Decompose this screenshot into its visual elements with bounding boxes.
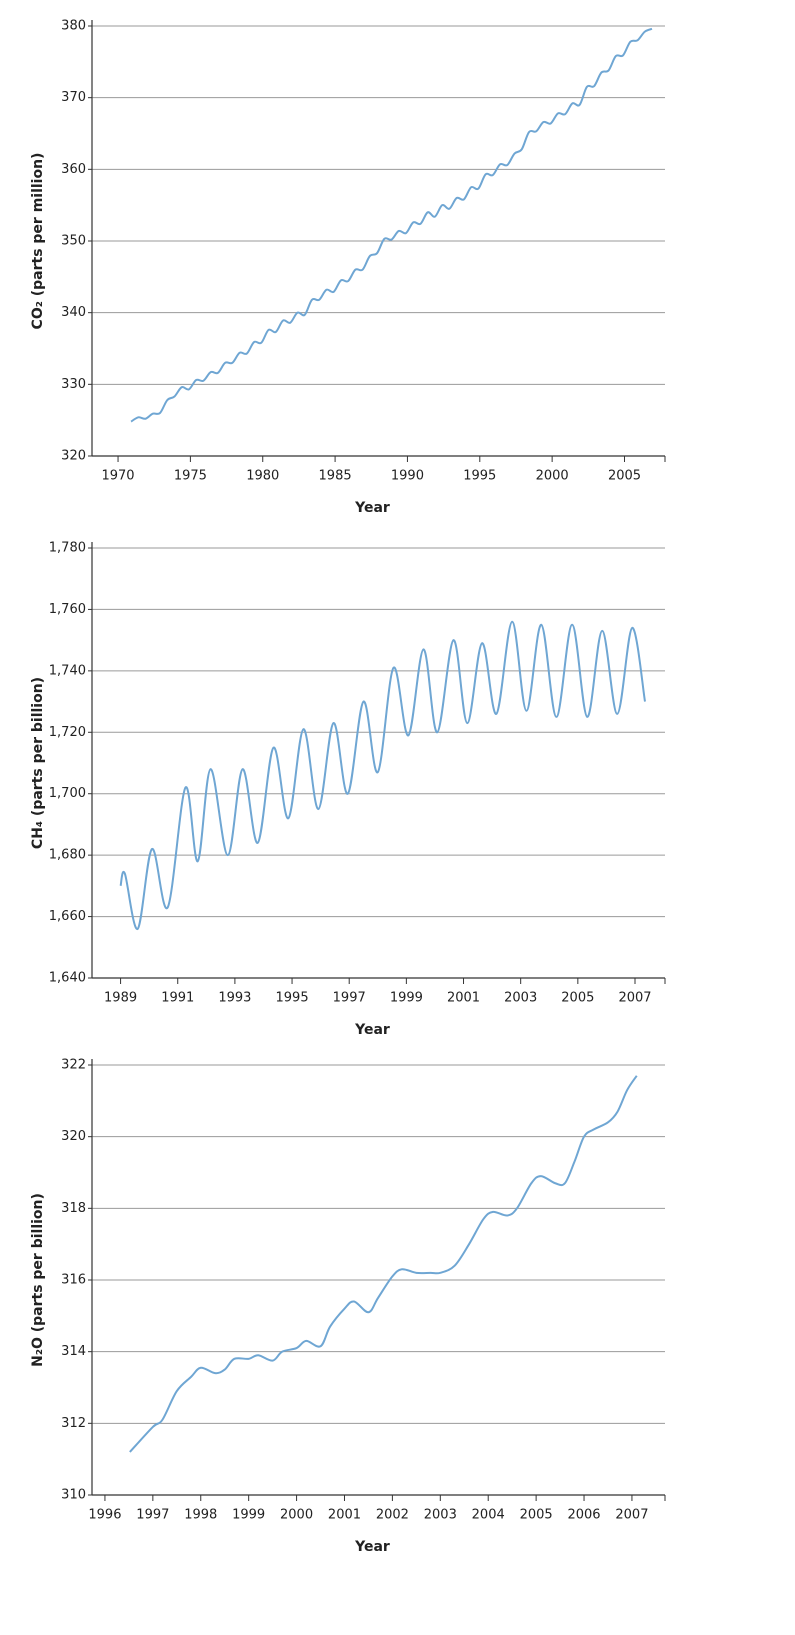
x-tick-label: 2005 bbox=[520, 1508, 553, 1523]
y-tick-label: 380 bbox=[61, 19, 86, 34]
x-tick-label: 1985 bbox=[319, 469, 352, 484]
y-tick-label: 320 bbox=[61, 1129, 86, 1144]
x-axis-label: Year bbox=[354, 500, 390, 516]
y-tick-label: 330 bbox=[61, 377, 86, 392]
y-tick-label: 1,640 bbox=[49, 971, 86, 986]
data-line bbox=[130, 27, 653, 423]
data-line bbox=[129, 1075, 638, 1453]
x-tick-label: 2004 bbox=[472, 1508, 505, 1523]
y-axis-label: CH₄ (parts per billion) bbox=[30, 677, 46, 849]
x-tick-label: 2001 bbox=[447, 991, 480, 1006]
y-tick-label: 1,780 bbox=[49, 541, 86, 556]
y-tick-label: 312 bbox=[61, 1416, 86, 1431]
y-tick-label: 322 bbox=[61, 1058, 86, 1073]
x-axis-label: Year bbox=[354, 1022, 390, 1038]
y-tick-label: 340 bbox=[61, 305, 86, 320]
x-tick-label: 1998 bbox=[184, 1508, 217, 1523]
x-tick-label: 1989 bbox=[104, 991, 137, 1006]
y-tick-label: 350 bbox=[61, 234, 86, 249]
x-tick-label: 2002 bbox=[376, 1508, 409, 1523]
x-tick-label: 1980 bbox=[246, 469, 279, 484]
y-axis-label: CO₂ (parts per million) bbox=[30, 153, 46, 330]
x-tick-label: 2005 bbox=[608, 469, 641, 484]
x-tick-label: 1991 bbox=[161, 991, 194, 1006]
x-tick-label: 1996 bbox=[88, 1508, 121, 1523]
x-tick-label: 2007 bbox=[618, 991, 651, 1006]
y-tick-label: 1,740 bbox=[49, 663, 86, 678]
x-tick-label: 2003 bbox=[424, 1508, 457, 1523]
y-tick-label: 370 bbox=[61, 90, 86, 105]
y-tick-label: 318 bbox=[61, 1201, 86, 1216]
y-tick-label: 1,700 bbox=[49, 786, 86, 801]
y-tick-label: 1,660 bbox=[49, 909, 86, 924]
x-tick-label: 1970 bbox=[101, 469, 134, 484]
x-axis-label: Year bbox=[354, 1539, 390, 1555]
x-tick-label: 2005 bbox=[561, 991, 594, 1006]
x-tick-label: 2007 bbox=[615, 1508, 648, 1523]
y-tick-label: 320 bbox=[61, 449, 86, 464]
x-tick-label: 2001 bbox=[328, 1508, 361, 1523]
x-tick-label: 2000 bbox=[536, 469, 569, 484]
x-tick-label: 1997 bbox=[136, 1508, 169, 1523]
x-tick-label: 1995 bbox=[276, 991, 309, 1006]
x-tick-label: 1997 bbox=[333, 991, 366, 1006]
x-tick-label: 1999 bbox=[390, 991, 423, 1006]
y-tick-label: 316 bbox=[61, 1273, 86, 1288]
x-tick-label: 1993 bbox=[218, 991, 251, 1006]
y-tick-label: 360 bbox=[61, 162, 86, 177]
x-tick-label: 2000 bbox=[280, 1508, 313, 1523]
y-tick-label: 310 bbox=[61, 1488, 86, 1503]
x-tick-label: 2006 bbox=[567, 1508, 600, 1523]
y-tick-label: 1,680 bbox=[49, 848, 86, 863]
x-tick-label: 1995 bbox=[463, 469, 496, 484]
y-axis-label: N₂O (parts per billion) bbox=[30, 1193, 46, 1367]
x-tick-label: 1999 bbox=[232, 1508, 265, 1523]
y-tick-label: 1,720 bbox=[49, 725, 86, 740]
y-tick-label: 314 bbox=[61, 1344, 86, 1359]
x-tick-label: 1990 bbox=[391, 469, 424, 484]
x-tick-label: 2003 bbox=[504, 991, 537, 1006]
y-tick-label: 1,760 bbox=[49, 602, 86, 617]
data-line bbox=[119, 620, 646, 930]
x-tick-label: 1975 bbox=[174, 469, 207, 484]
